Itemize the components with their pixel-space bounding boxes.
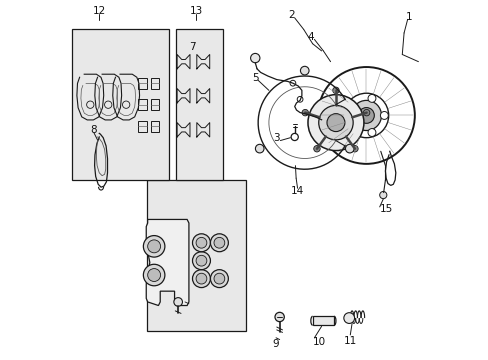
- Text: 2: 2: [287, 10, 294, 20]
- Circle shape: [143, 264, 164, 286]
- Text: 15: 15: [380, 204, 393, 214]
- Circle shape: [302, 109, 308, 116]
- Bar: [72, 30, 169, 180]
- Circle shape: [147, 240, 160, 253]
- Circle shape: [343, 313, 354, 323]
- Circle shape: [143, 235, 164, 257]
- Circle shape: [307, 95, 363, 150]
- Circle shape: [326, 114, 344, 132]
- Bar: [150, 78, 159, 89]
- Circle shape: [214, 273, 224, 284]
- Circle shape: [379, 192, 386, 199]
- Circle shape: [210, 234, 228, 252]
- Circle shape: [380, 112, 387, 120]
- Circle shape: [192, 270, 210, 288]
- Circle shape: [192, 234, 210, 252]
- Circle shape: [214, 237, 224, 248]
- Bar: [138, 99, 146, 110]
- Text: 13: 13: [189, 6, 203, 17]
- Circle shape: [347, 122, 355, 130]
- Text: 8: 8: [90, 125, 97, 135]
- Circle shape: [318, 105, 352, 140]
- Bar: [138, 121, 146, 132]
- Text: 3: 3: [273, 133, 280, 143]
- Circle shape: [210, 270, 228, 288]
- Circle shape: [367, 129, 375, 136]
- Circle shape: [196, 273, 206, 284]
- Text: 10: 10: [313, 337, 325, 347]
- Circle shape: [196, 255, 206, 266]
- Circle shape: [250, 53, 260, 63]
- Circle shape: [351, 100, 381, 131]
- Bar: [138, 78, 146, 89]
- Circle shape: [147, 269, 160, 282]
- Polygon shape: [146, 220, 188, 306]
- Circle shape: [313, 145, 320, 152]
- Text: 11: 11: [343, 336, 356, 346]
- Circle shape: [363, 109, 369, 116]
- Text: 9: 9: [272, 339, 279, 349]
- Bar: [150, 121, 159, 132]
- Circle shape: [345, 144, 353, 153]
- Circle shape: [255, 144, 264, 153]
- Circle shape: [351, 145, 357, 152]
- Text: 1: 1: [406, 12, 412, 22]
- Circle shape: [300, 66, 308, 75]
- Bar: [312, 316, 333, 325]
- Text: 5: 5: [251, 73, 258, 83]
- Text: 4: 4: [307, 32, 313, 41]
- Circle shape: [332, 87, 339, 94]
- Text: 12: 12: [92, 6, 106, 17]
- Circle shape: [274, 312, 284, 321]
- Circle shape: [196, 237, 206, 248]
- Circle shape: [367, 94, 375, 102]
- Bar: [150, 99, 159, 110]
- Text: 14: 14: [290, 186, 304, 197]
- Text: 7: 7: [189, 42, 195, 52]
- Bar: [176, 30, 223, 180]
- Circle shape: [358, 108, 373, 123]
- Circle shape: [192, 252, 210, 270]
- Circle shape: [174, 298, 182, 306]
- Bar: [147, 180, 245, 330]
- Circle shape: [347, 101, 355, 109]
